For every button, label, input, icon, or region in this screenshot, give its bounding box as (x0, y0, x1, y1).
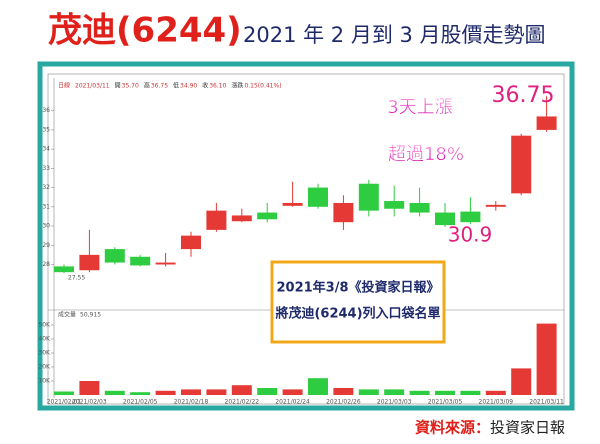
volume-bar (54, 391, 74, 395)
x-tick-label: 2021/02/22 (225, 399, 260, 406)
y-tick-label: 35 (42, 126, 50, 133)
x-tick-label: 2021/02/18 (174, 399, 209, 406)
volume-bar (79, 381, 100, 395)
info-text: 0.15(0.41%) (244, 83, 281, 90)
y-tick-label: 50K (38, 322, 51, 329)
low-label: 27.55 (68, 275, 85, 282)
x-tick-label: 2021/02/24 (275, 399, 310, 406)
volume-bar (333, 388, 354, 395)
volume-bar (231, 385, 252, 395)
x-tick-label: 2021/02/05 (123, 399, 158, 406)
plot-border (47, 73, 565, 405)
x-tick-label: 2021/02/26 (326, 399, 361, 406)
info-text: 日線 (58, 82, 70, 90)
candle-body (257, 212, 278, 220)
note-box (270, 260, 446, 344)
y-tick-label: 33 (42, 165, 50, 172)
candle-body (384, 201, 405, 209)
y-tick-label: 28 (42, 261, 50, 268)
volume-bar (257, 388, 278, 395)
volume-bar (130, 392, 151, 395)
y-tick-label: 10K (38, 378, 51, 385)
candle-body (358, 183, 379, 211)
candle-body (308, 187, 328, 207)
volume-bar (206, 389, 227, 395)
x-tick-label: 2021/03/09 (479, 399, 514, 406)
note-line: 將茂迪(6244)列入口袋名單 (275, 306, 440, 322)
volume-bar (181, 389, 201, 395)
y-tick-label: 32 (42, 184, 50, 191)
candle-body (333, 202, 354, 223)
x-tick-label: 2021/03/11 (529, 399, 564, 406)
volume-latest: 50,915 (80, 312, 101, 319)
info-text: 漲跌 (231, 82, 243, 90)
candle-body (155, 262, 176, 265)
candle-body (435, 212, 455, 226)
volume-bar (435, 390, 455, 395)
info-text: 36.10 (209, 83, 226, 90)
annotation: 3天上漲 (387, 97, 452, 118)
info-text: 34.90 (180, 83, 197, 90)
candle-body (181, 235, 201, 250)
y-tick-label: 20K (38, 364, 51, 371)
x-tick-label: 2021/03/05 (428, 399, 463, 406)
candle-body (282, 202, 303, 206)
info-text: 收 (202, 82, 208, 90)
x-tick-label: 2021/02/01 (47, 399, 82, 406)
volume-bar (460, 390, 481, 395)
source-label: 資料來源： (415, 419, 490, 437)
candle-body (79, 254, 100, 271)
plot: 28 29 30 31 32 33 34 35 36 10K 20K 30K 40K 50K 成交量 50,9… (38, 96, 564, 406)
annotation: 超過18% (388, 144, 464, 165)
candle-body (511, 135, 532, 194)
y-tick-label: 36 (42, 107, 50, 114)
info-text: 2021/03/11 (75, 83, 110, 90)
info-row: 日線 2021/03/11 開 35.70 高 36.75 低 34.90 收 36.10 漲跌 0.… (58, 82, 282, 90)
y-tick-label: 31 (42, 203, 50, 210)
volume-bar (358, 389, 379, 395)
volume-label: 成交量 (58, 311, 76, 319)
volume-bar (485, 390, 506, 395)
title: 茂迪(6244) (48, 11, 242, 51)
candle-body (536, 116, 557, 130)
subtitle: 2021 年 2 月到 3 月股價走勢圖 (243, 23, 546, 47)
info-text: 高 (144, 82, 150, 90)
annotation: 36.75 (492, 83, 555, 108)
candle-body (54, 266, 74, 273)
info-text: 低 (173, 82, 179, 90)
candle-body (130, 256, 151, 266)
candle-body (231, 215, 252, 222)
volume-bar (384, 389, 405, 395)
volume-bar (308, 378, 328, 395)
y-tick-label: 34 (42, 146, 50, 153)
info-text: 35.70 (122, 83, 139, 90)
volume-bar (409, 390, 430, 395)
annotation: 30.9 (448, 223, 493, 247)
volume-bar (282, 389, 303, 395)
note-line: 2021年3/8《投資家日報》 (276, 280, 439, 296)
source: 投資家日報 (490, 419, 565, 437)
info-text: 36.75 (151, 83, 168, 90)
candle-body (460, 211, 481, 223)
x-tick-label: 2021/02/03 (72, 399, 107, 406)
y-tick-label: 29 (42, 242, 50, 249)
y-tick-label: 40K (38, 336, 51, 343)
volume-bar (155, 390, 176, 395)
info-text: 開 (115, 83, 121, 90)
volume-bar (536, 323, 557, 395)
y-tick-label: 30K (38, 350, 51, 357)
volume-bar (104, 390, 125, 395)
candle-body (409, 202, 430, 213)
y-tick-label: 30 (42, 223, 50, 230)
candle-body (206, 210, 227, 230)
x-tick-label: 2021/03/03 (377, 399, 412, 406)
candle-body (104, 249, 125, 263)
volume-bar (511, 368, 532, 395)
candle-body (485, 204, 506, 207)
